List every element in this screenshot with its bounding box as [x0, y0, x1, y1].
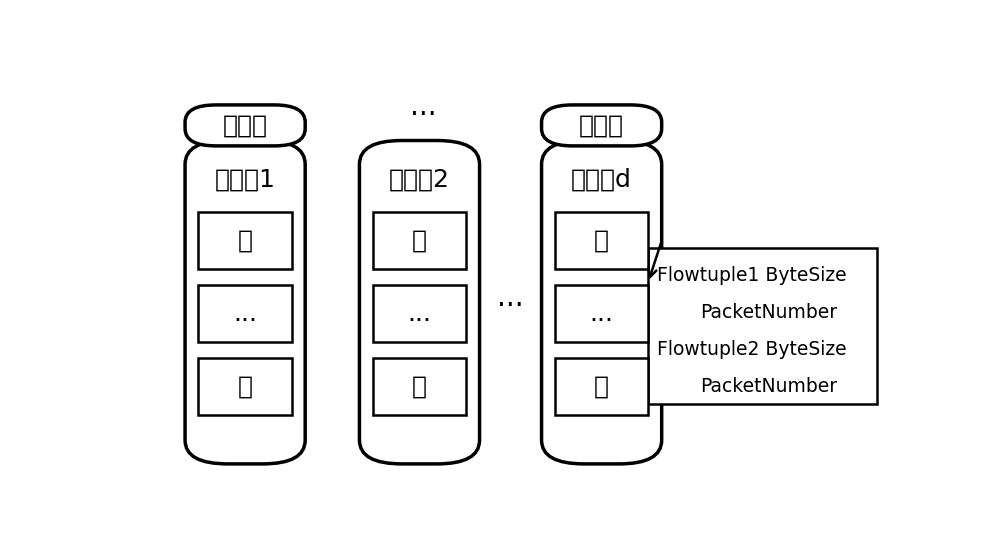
- Text: 计数袆1: 计数袆1: [215, 167, 276, 192]
- Bar: [555, 212, 648, 269]
- Bar: [373, 212, 466, 269]
- Text: 桶: 桶: [238, 228, 253, 253]
- Text: ...: ...: [497, 284, 523, 312]
- Bar: [648, 248, 877, 404]
- Bar: [373, 358, 466, 414]
- Text: 缓存器: 缓存器: [223, 114, 268, 137]
- FancyBboxPatch shape: [359, 141, 480, 464]
- FancyBboxPatch shape: [185, 105, 305, 146]
- Bar: [198, 358, 292, 414]
- Text: Flowtuple1 ByteSize: Flowtuple1 ByteSize: [657, 266, 847, 285]
- Text: ...: ...: [408, 301, 432, 325]
- Text: ...: ...: [590, 301, 614, 325]
- Text: ...: ...: [410, 93, 437, 121]
- Text: 桶: 桶: [594, 228, 609, 253]
- Text: 计数表d: 计数表d: [571, 167, 632, 192]
- FancyBboxPatch shape: [542, 141, 662, 464]
- FancyBboxPatch shape: [542, 105, 662, 146]
- Text: PacketNumber: PacketNumber: [700, 303, 837, 322]
- Text: 缓存器: 缓存器: [579, 114, 624, 137]
- FancyBboxPatch shape: [185, 141, 305, 464]
- Text: ...: ...: [233, 301, 257, 325]
- Text: 桶: 桶: [594, 374, 609, 398]
- Text: 桶: 桶: [412, 374, 427, 398]
- Text: PacketNumber: PacketNumber: [700, 377, 837, 396]
- Text: 桶: 桶: [412, 228, 427, 253]
- Bar: [555, 358, 648, 414]
- Bar: [198, 285, 292, 342]
- Bar: [198, 212, 292, 269]
- Text: Flowtuple2 ByteSize: Flowtuple2 ByteSize: [657, 340, 847, 359]
- Bar: [373, 285, 466, 342]
- Bar: [555, 285, 648, 342]
- Text: 桶: 桶: [238, 374, 253, 398]
- Text: 计数袆2: 计数袆2: [389, 167, 450, 192]
